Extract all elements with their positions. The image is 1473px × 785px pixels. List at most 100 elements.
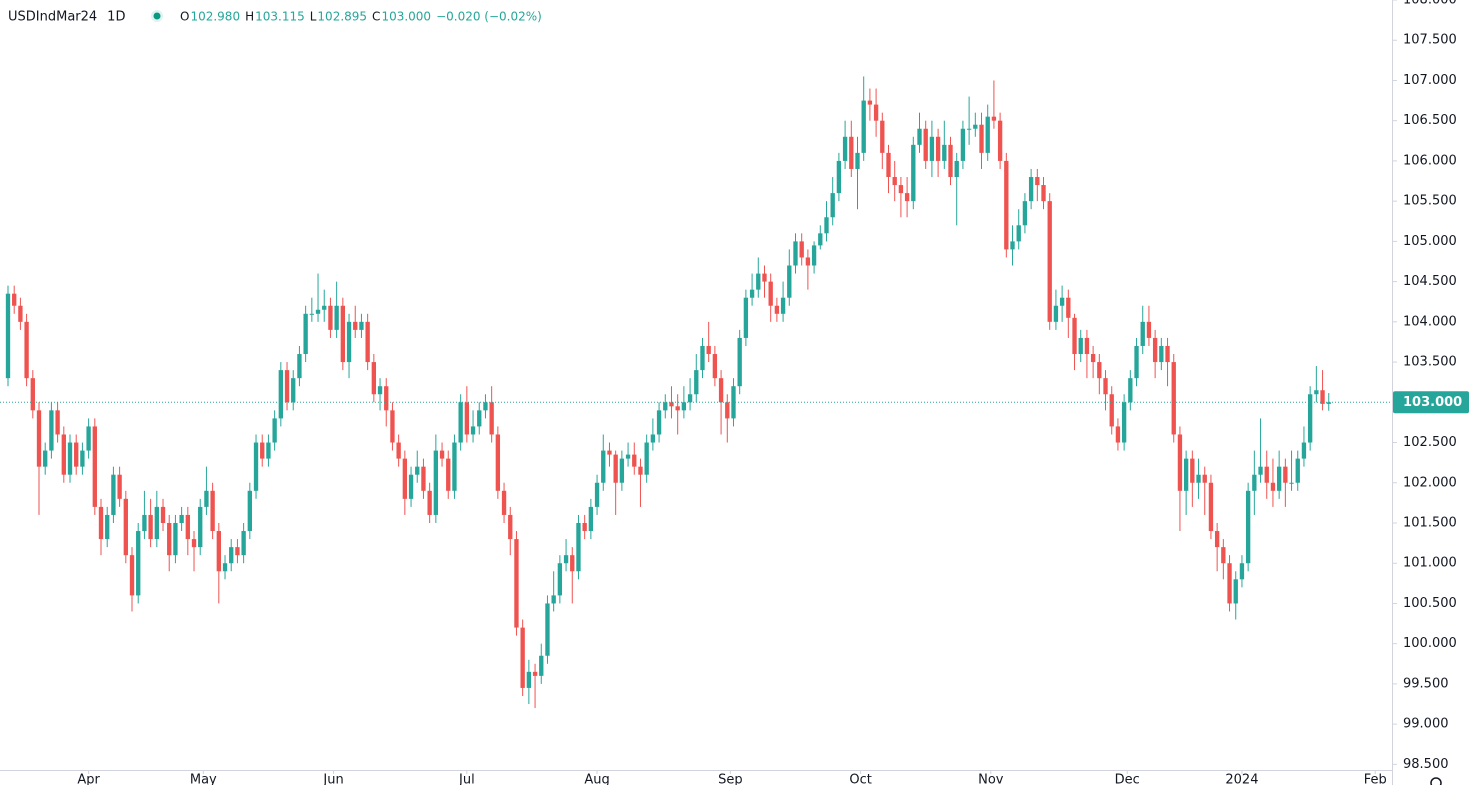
y-tick-label: 108.000 [1403,0,1457,8]
candle-body [979,124,984,153]
candle-body [725,402,730,419]
legend-value: 102.895 [317,10,367,24]
candle-body [297,354,302,379]
candle-body [167,522,172,556]
candle-body [222,563,228,572]
candle-body [594,482,600,507]
candle-body [483,402,488,411]
candle-body [439,450,445,459]
candle-body [886,152,891,178]
candle-body [762,273,767,282]
candle-body [136,531,141,596]
status-dot [153,12,161,20]
candle-body [284,370,290,403]
candle-body [1276,466,1282,491]
candle-body [334,305,339,330]
candle-body [309,313,315,315]
x-tick-label: Jul [458,773,475,785]
candle-body [638,466,643,475]
candle-body [749,289,755,298]
candle-body [18,305,23,322]
y-tick-label: 99.000 [1403,717,1449,732]
candle-body [105,514,110,540]
gear[interactable] [1430,777,1442,785]
candle-body [1140,321,1145,346]
candle-body [613,454,618,483]
legend-label: H [245,10,254,24]
candle-body [322,305,327,310]
candle-body [129,555,135,596]
candle-body [892,177,897,186]
candle-body [923,128,928,161]
candle-body [1084,337,1090,355]
candle-body [1016,225,1021,242]
candle-body [1196,474,1201,483]
candle-body [625,454,631,459]
candle-body [303,313,308,355]
candle-body [787,265,792,298]
legend-label: C [372,10,380,24]
legend-value: 103.115 [255,10,305,24]
candle-body [588,506,594,532]
candle-body [849,136,854,169]
candle-body [576,522,581,572]
x-tick-label: Dec [1115,773,1140,785]
candle-body [1326,402,1331,404]
candle-body [1320,390,1325,404]
candle-body [737,337,742,387]
candle-body [997,120,1003,161]
candle-body [1283,466,1288,483]
candle-body [1134,345,1139,379]
candle-body [570,555,575,572]
candle-body [477,410,482,427]
candle-body [1146,321,1152,338]
legend-value: 103.000 [381,10,431,24]
candle-body [700,345,705,371]
candle-body [1066,297,1071,318]
candle-body [607,450,612,455]
candle-body [55,410,60,435]
candle-body [210,490,215,532]
candle-body [805,257,811,266]
candle-body [408,474,414,499]
candle-body [929,136,935,161]
y-tick-label: 105.500 [1403,194,1457,209]
candle-body [1314,390,1319,395]
candle-body [551,595,556,604]
x-tick-label: Aug [584,773,609,785]
candle-body [1221,547,1226,564]
symbol: USDIndMar24 [8,10,97,25]
candle-body [359,321,364,330]
candle-body [669,402,674,407]
candle-body [241,531,246,556]
candle-body [1041,185,1046,202]
ohlc-legend: O 102.980 H 103.115 L 102.895 C 103.000 −0.020 (… [180,10,542,24]
candle-body [1128,378,1133,403]
candle-body [204,490,209,507]
candle-body [154,506,159,540]
candle-body [539,655,544,676]
candle-body [1245,490,1251,564]
candle-body [675,406,680,411]
candle-body [1090,354,1096,363]
candle-body [1190,458,1195,483]
settings-icon[interactable] [1430,777,1442,785]
candle-body [427,490,432,515]
candle-body [229,547,234,564]
x-tick-label: Sep [718,773,743,785]
y-tick-label: 104.000 [1403,314,1457,329]
candle-body [36,410,42,467]
candle-body [557,563,563,596]
candle-body [74,442,79,467]
candle-body [663,402,668,411]
candle-body [1103,378,1108,395]
candle-body [774,305,780,314]
candle-body [1165,345,1170,363]
candle-body [880,120,885,153]
y-tick-label: 107.500 [1403,33,1457,48]
candle-body [30,378,35,411]
candle-body [390,410,395,443]
candle-body [173,522,178,556]
candle-body [1233,579,1238,604]
